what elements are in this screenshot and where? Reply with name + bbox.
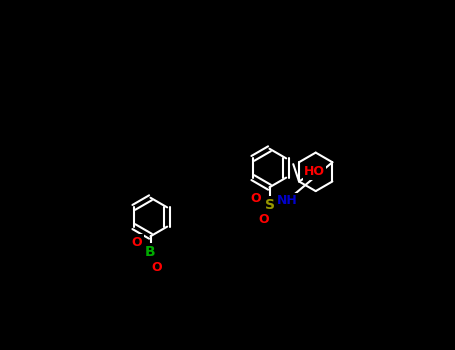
- Text: O: O: [258, 214, 269, 226]
- Text: HO: HO: [304, 165, 325, 178]
- Text: B: B: [145, 245, 156, 259]
- Text: S: S: [264, 197, 274, 211]
- Text: NH: NH: [277, 194, 297, 207]
- Text: O: O: [251, 192, 261, 205]
- Text: O: O: [151, 260, 162, 274]
- Text: O: O: [131, 236, 142, 248]
